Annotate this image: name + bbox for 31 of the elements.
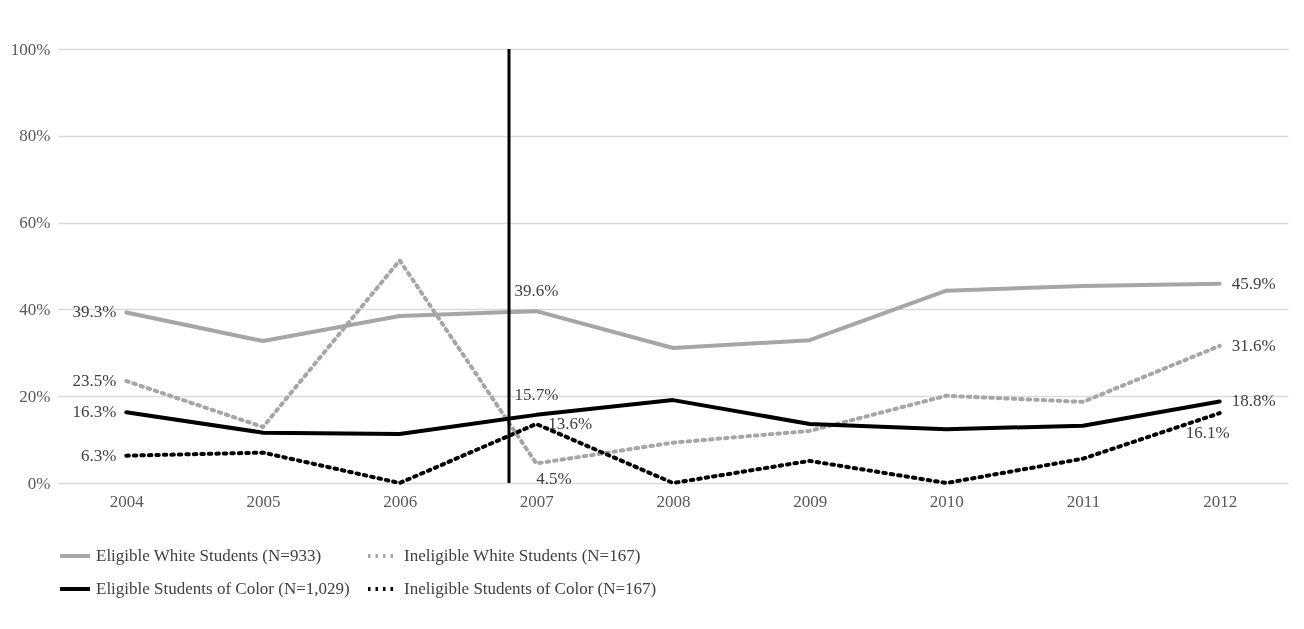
- data-label: 39.3%: [72, 302, 117, 322]
- data-label: 39.6%: [514, 281, 559, 301]
- data-label: 23.5%: [72, 371, 117, 391]
- data-label: 31.6%: [1231, 335, 1276, 355]
- y-tick-label: 20%: [19, 386, 51, 406]
- legend-label: Eligible Students of Color (N=1,029): [96, 579, 350, 598]
- x-tick-label: 2010: [929, 491, 964, 511]
- y-tick-label: 0%: [27, 473, 51, 493]
- x-tick-label: 2012: [1203, 491, 1238, 511]
- y-tick-label: 100%: [10, 39, 51, 59]
- legend-label: Eligible White Students (N=933): [96, 546, 322, 565]
- x-tick-label: 2009: [793, 491, 828, 511]
- x-tick-label: 2005: [246, 491, 281, 511]
- x-tick-label: 2011: [1066, 491, 1101, 511]
- x-tick-label: 2004: [109, 491, 145, 511]
- data-label: 18.8%: [1231, 391, 1276, 411]
- data-label: 45.9%: [1231, 273, 1276, 293]
- y-tick-label: 80%: [19, 126, 51, 146]
- data-label: 4.5%: [536, 469, 572, 489]
- data-label: 15.7%: [514, 384, 559, 404]
- x-tick-label: 2008: [656, 491, 691, 511]
- x-tick-label: 2006: [383, 491, 418, 511]
- y-tick-label: 40%: [19, 299, 51, 319]
- data-label: 6.3%: [80, 445, 117, 465]
- legend-label: Ineligible White Students (N=167): [404, 546, 641, 565]
- data-label: 13.6%: [548, 413, 593, 433]
- legend-label: Ineligible Students of Color (N=167): [404, 579, 657, 598]
- data-label: 16.1%: [1185, 423, 1230, 443]
- y-tick-label: 60%: [19, 213, 51, 233]
- x-tick-label: 2007: [519, 491, 555, 511]
- data-label: 16.3%: [72, 402, 117, 422]
